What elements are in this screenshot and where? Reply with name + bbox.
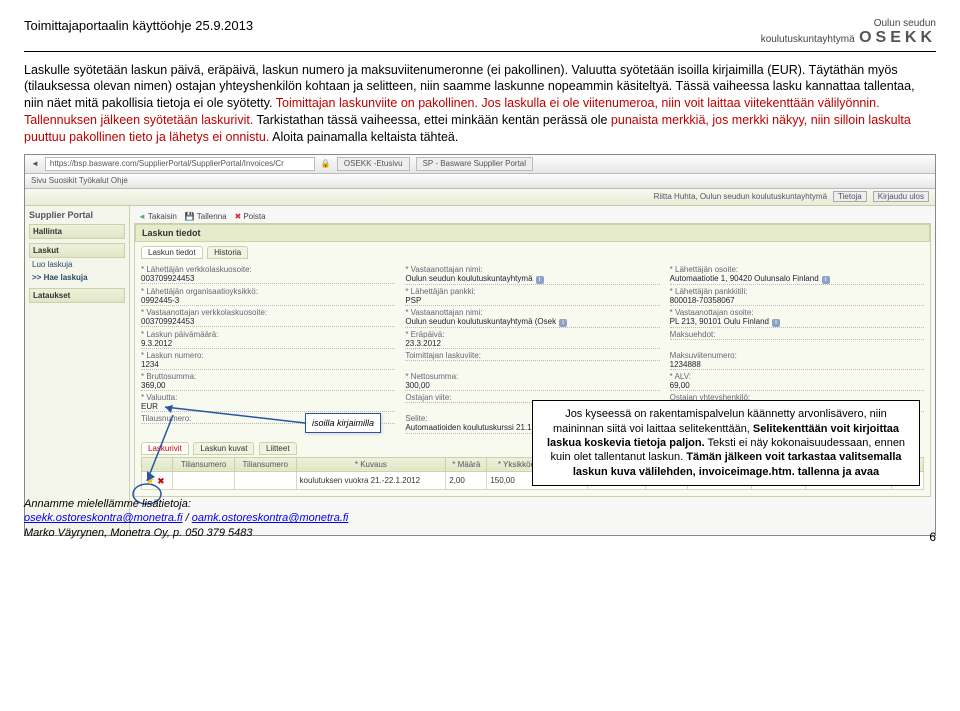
lbl: Maksuehdot:	[670, 330, 924, 339]
note-box: Jos kyseessä on rakentamispalvelun käänn…	[532, 400, 920, 485]
val[interactable]: 23.3.2012	[405, 339, 659, 349]
val[interactable]	[670, 339, 924, 340]
lbl: * ALV:	[670, 372, 924, 381]
portal-topbar: Riitta Huhta, Oulun seudun koulutuskunta…	[25, 189, 935, 206]
lbl: * Vastaanottajan osoite:	[670, 308, 924, 317]
p1b: Tarkistathan tässä vaiheessa, ettei mink…	[257, 113, 611, 127]
lbl: * Lähettäjän organisaatioyksikkö:	[141, 287, 395, 296]
lbl: * Lähettäjän osoite:	[670, 265, 924, 274]
logo: Oulun seudun koulutuskuntayhtymä OSEKK	[761, 18, 936, 47]
tab-liitteet[interactable]: Liitteet	[259, 442, 297, 455]
val[interactable]	[405, 360, 659, 361]
main: ◄Takaisin 💾Tallenna ✖Poista Laskun tiedo…	[130, 206, 935, 536]
browser-menu-items[interactable]: Sivu Suosikit Työkalut Ohje	[31, 176, 128, 185]
callout-isoilla: isoilla kirjaimilla	[305, 413, 381, 433]
tab-historia[interactable]: Historia	[207, 246, 248, 259]
val[interactable]: 1234	[141, 360, 395, 370]
col: * Kuvaus	[296, 457, 446, 471]
val[interactable]: PL 213, 90101 Oulu Finland	[670, 317, 769, 326]
back-icon[interactable]: ◄	[31, 159, 39, 168]
val[interactable]: Automaatiotie 1, 90420 Oulunsalo Finland	[670, 274, 819, 283]
toolbar: ◄Takaisin 💾Tallenna ✖Poista	[134, 210, 931, 223]
sidebar-laskut[interactable]: Laskut	[29, 243, 125, 258]
lbl: * Vastaanottajan verkkolaskuosoite:	[141, 308, 395, 317]
val[interactable]: 800018-70358067	[670, 296, 924, 306]
col: Tiliansumero	[234, 457, 296, 471]
lbl: * Laskun numero:	[141, 351, 395, 360]
tab-laskun-tiedot[interactable]: Laskun tiedot	[141, 246, 203, 259]
col: Tiliansumero	[173, 457, 235, 471]
portal-user: Riitta Huhta, Oulun seudun koulutuskunta…	[654, 192, 827, 201]
lbl: * Vastaanottajan nimi:	[405, 265, 659, 274]
star-icon[interactable]: ★	[145, 475, 155, 487]
val[interactable]: Oulun seudun koulutuskuntayhtymä (Osek	[405, 317, 556, 326]
browser-tab-2[interactable]: SP - Basware Supplier Portal	[416, 157, 533, 171]
logo-main: OSEKK	[859, 29, 936, 46]
lbl: * Lähettäjän pankki:	[405, 287, 659, 296]
instruction-paragraph: Laskulle syötetään laskun päivä, eräpäiv…	[24, 62, 936, 146]
lbl: * Bruttosumma:	[141, 372, 395, 381]
info-button[interactable]: Tietoja	[833, 191, 867, 202]
browser-menu: Sivu Suosikit Työkalut Ohje	[25, 174, 935, 189]
lbl: * Valuutta:	[141, 393, 395, 402]
logo-line1: Oulun seudun	[761, 18, 936, 29]
lbl: * Lähettäjän verkkolaskuosoite:	[141, 265, 395, 274]
browser-bar: ◄ https://bsp.basware.com/SupplierPortal…	[25, 155, 935, 174]
val[interactable]: PSP	[405, 296, 659, 306]
logout-button[interactable]: Kirjaudu ulos	[873, 191, 929, 202]
cell[interactable]: 2,00	[446, 471, 487, 489]
val[interactable]: 69,00	[670, 381, 924, 391]
p1-tail: Aloita painamalla keltaista tähteä.	[272, 130, 458, 144]
lbl: Toimittajan laskuviite:	[405, 351, 659, 360]
page-number: 6	[929, 530, 936, 544]
footer: Annamme mielellämme lisätietoja: osekk.o…	[24, 497, 348, 540]
save-button[interactable]: 💾Tallenna	[185, 212, 227, 221]
val[interactable]: 003709924453	[141, 274, 395, 284]
val[interactable]: Oulun seudun koulutuskuntayhtymä	[405, 274, 532, 283]
doc-title: Toimittajaportaalin käyttöohje 25.9.2013	[24, 18, 253, 33]
val[interactable]: 369,00	[141, 381, 395, 391]
sidebar-lataukset[interactable]: Lataukset	[29, 288, 125, 303]
lbl: * Eräpäivä:	[405, 330, 659, 339]
val[interactable]: 003709924453	[141, 317, 395, 327]
lbl: Maksuviitenumero:	[670, 351, 924, 360]
val[interactable]: 0992445-3	[141, 296, 395, 306]
panel-head: Laskun tiedot	[135, 224, 930, 242]
lbl: * Lähettäjän pankkitili:	[670, 287, 924, 296]
url-box[interactable]: https://bsp.basware.com/SupplierPortal/S…	[45, 157, 315, 171]
footer-email1[interactable]: osekk.ostoreskontra@monetra.fi	[24, 512, 183, 524]
sidebar-title: Supplier Portal	[29, 210, 125, 220]
delete-button[interactable]: ✖Poista	[235, 212, 266, 221]
val[interactable]: 300,00	[405, 381, 659, 391]
tab-laskurivit[interactable]: Laskurivit	[141, 442, 189, 455]
lbl: * Vastaanottajan nimi:	[405, 308, 659, 317]
logo-line2: koulutuskuntayhtymä	[761, 34, 855, 45]
val[interactable]: 1234888	[670, 360, 924, 370]
sidebar: Supplier Portal Hallinta Laskut Luo lask…	[25, 206, 130, 536]
sidebar-luo[interactable]: Luo laskuja	[29, 258, 125, 271]
footer-l1: Annamme mielellämme lisätietoja:	[24, 497, 348, 511]
sidebar-hallinta[interactable]: Hallinta	[29, 224, 125, 239]
footer-l3: Marko Väyrynen, Monetra Oy, p. 050 379 5…	[24, 526, 348, 540]
back-button[interactable]: ◄Takaisin	[138, 212, 177, 221]
lbl: * Nettosumma:	[405, 372, 659, 381]
lbl: * Laskun päivämäärä:	[141, 330, 395, 339]
sidebar-hae[interactable]: >> Hae laskuja	[29, 271, 125, 284]
val[interactable]: Automaatioiden koulutuskurssi 21.1	[405, 423, 531, 432]
val[interactable]: EUR	[141, 402, 395, 412]
tab-laskun-kuvat[interactable]: Laskun kuvat	[193, 442, 254, 455]
delete-row-icon[interactable]: ✖	[157, 476, 165, 486]
col: * Määrä	[446, 457, 487, 471]
footer-email2[interactable]: oamk.ostoreskontra@monetra.fi	[192, 512, 349, 524]
val[interactable]: 9.3.2012	[141, 339, 395, 349]
browser-tab-1[interactable]: OSEKK -Etusivu	[337, 157, 410, 171]
cell[interactable]: koulutuksen vuokra 21.-22.1.2012	[296, 471, 446, 489]
